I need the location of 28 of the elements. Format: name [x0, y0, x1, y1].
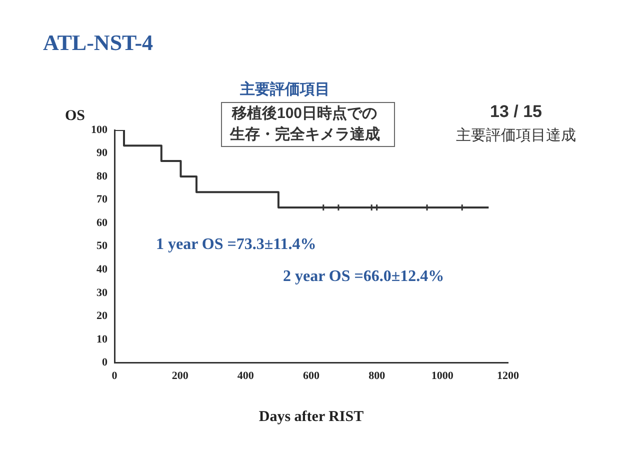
y-tick-label: 100: [91, 124, 108, 136]
annotation: 生存・完全キメラ達成: [230, 125, 380, 145]
y-tick-label: 30: [96, 286, 108, 299]
x-tick-label: 800: [368, 370, 386, 382]
y-tick-label: 0: [102, 356, 108, 369]
x-tick-label: 1200: [497, 370, 520, 382]
annotation: 主要評価項目達成: [456, 126, 576, 145]
x-tick-label: 400: [237, 370, 254, 382]
y-tick-label: 80: [96, 170, 108, 182]
y-tick-label: 40: [96, 264, 108, 276]
y-tick-label: 10: [96, 333, 108, 346]
y-tick-label: 50: [96, 240, 108, 252]
text: 13 / 15: [490, 102, 542, 122]
y-tick-label: 60: [96, 216, 108, 229]
y-tick-label: 90: [96, 147, 108, 160]
annotation: 2 year OS =66.0±12.4%: [283, 268, 444, 286]
y-axis-title: OS: [65, 108, 86, 125]
text: 移植後100日時点での: [232, 104, 378, 124]
x-tick-label: 200: [172, 370, 189, 382]
y-tick-label: 20: [96, 310, 108, 322]
x-tick-label: 600: [303, 370, 320, 382]
x-tick-label: 0: [112, 370, 118, 382]
y-tick-label: 70: [96, 194, 108, 206]
chart-title: ATL-NST-4: [43, 30, 154, 56]
x-tick-label: 1000: [431, 370, 454, 382]
x-axis-title: Days after RIST: [258, 408, 364, 425]
text: 主要評価項目: [240, 80, 330, 99]
annotation: 1 year OS =73.3±11.4%: [156, 236, 316, 254]
